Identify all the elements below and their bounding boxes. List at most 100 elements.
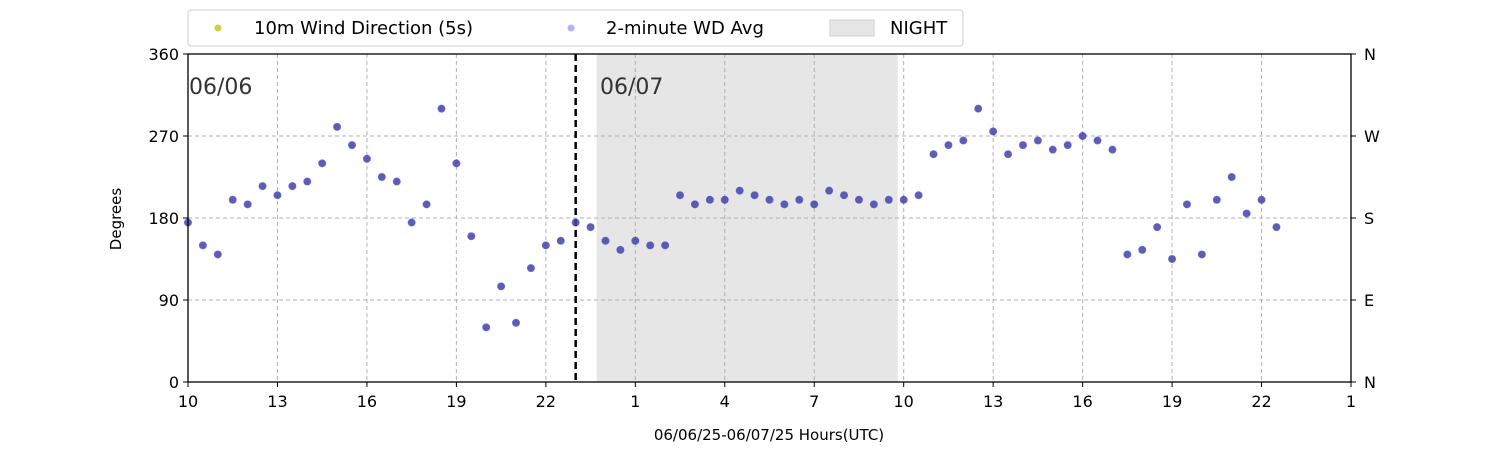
data-point-series-2 bbox=[765, 195, 774, 204]
data-point-series-2 bbox=[884, 195, 893, 204]
y2-tick-label: N bbox=[1364, 45, 1376, 64]
data-point-series-2 bbox=[482, 323, 491, 332]
x-tick-label: 1 bbox=[630, 392, 640, 411]
data-point-series-2 bbox=[1004, 150, 1013, 159]
data-point-series-2 bbox=[1093, 136, 1102, 145]
data-point-series-2 bbox=[1153, 223, 1162, 232]
x-tick-label: 7 bbox=[809, 392, 819, 411]
data-point-series-2 bbox=[869, 200, 878, 209]
legend-marker-wind-direction bbox=[214, 24, 222, 32]
data-point-series-2 bbox=[899, 195, 908, 204]
data-point-series-2 bbox=[512, 318, 521, 327]
data-point-series-2 bbox=[705, 195, 714, 204]
y-axis-label: Degrees bbox=[107, 188, 125, 251]
data-point-series-2 bbox=[631, 236, 640, 245]
data-point-series-2 bbox=[556, 236, 565, 245]
legend: 10m Wind Direction (5s) 2-minute WD Avg … bbox=[187, 9, 964, 47]
data-point-series-2 bbox=[1018, 141, 1027, 150]
data-point-series-2 bbox=[676, 191, 685, 200]
data-point-series-2 bbox=[467, 232, 476, 241]
data-point-series-2 bbox=[407, 218, 416, 227]
y-tick-label: 360 bbox=[148, 45, 179, 64]
data-point-series-2 bbox=[348, 141, 357, 150]
x-tick-label: 13 bbox=[983, 392, 1003, 411]
data-point-series-2 bbox=[273, 191, 282, 200]
data-point-series-2 bbox=[601, 236, 610, 245]
data-point-series-2 bbox=[795, 195, 804, 204]
x-tick-label: 22 bbox=[536, 392, 556, 411]
data-point-series-2 bbox=[243, 200, 252, 209]
x-tick-label: 1 bbox=[1346, 392, 1356, 411]
data-point-series-2 bbox=[1257, 195, 1266, 204]
day-label-2: 06/07 bbox=[600, 75, 663, 100]
y-tick-label: 90 bbox=[159, 291, 179, 310]
data-point-series-2 bbox=[198, 241, 207, 250]
data-point-series-2 bbox=[1197, 250, 1206, 259]
data-point-series-2 bbox=[735, 186, 744, 195]
data-point-series-2 bbox=[1063, 141, 1072, 150]
x-axis-label: 06/06/25-06/07/25 Hours(UTC) bbox=[654, 426, 884, 444]
data-point-series-2 bbox=[646, 241, 655, 250]
y2-tick-label: E bbox=[1364, 291, 1374, 310]
data-point-series-2 bbox=[780, 200, 789, 209]
data-point-series-2 bbox=[1108, 145, 1117, 154]
data-point-series-2 bbox=[318, 159, 327, 168]
x-tick-label: 16 bbox=[1072, 392, 1092, 411]
data-point-series-2 bbox=[1272, 223, 1281, 232]
data-point-series-2 bbox=[810, 200, 819, 209]
data-point-series-2 bbox=[541, 241, 550, 250]
data-point-series-2 bbox=[720, 195, 729, 204]
legend-swatch-night bbox=[829, 19, 875, 37]
legend-frame bbox=[187, 9, 964, 47]
data-point-series-2 bbox=[1242, 209, 1251, 218]
x-tick-label: 13 bbox=[267, 392, 287, 411]
series-layer bbox=[184, 104, 1281, 332]
data-point-series-2 bbox=[526, 264, 535, 273]
x-tick-label: 10 bbox=[178, 392, 198, 411]
data-point-series-2 bbox=[1048, 145, 1057, 154]
data-point-series-2 bbox=[929, 150, 938, 159]
data-point-series-2 bbox=[959, 136, 968, 145]
data-point-series-2 bbox=[258, 182, 267, 191]
data-point-series-2 bbox=[854, 195, 863, 204]
grid-layer bbox=[188, 54, 1351, 382]
x-tick-label: 19 bbox=[1162, 392, 1182, 411]
data-point-series-2 bbox=[437, 104, 446, 113]
data-point-series-2 bbox=[914, 191, 923, 200]
data-point-series-2 bbox=[377, 173, 386, 181]
data-point-series-2 bbox=[944, 141, 953, 150]
y2-tick-label: W bbox=[1364, 127, 1380, 146]
x-tick-label: 19 bbox=[446, 392, 466, 411]
x-tick-label: 10 bbox=[894, 392, 914, 411]
data-point-series-2 bbox=[422, 200, 431, 209]
data-point-series-2 bbox=[571, 218, 580, 227]
data-point-series-2 bbox=[616, 245, 625, 254]
data-point-series-2 bbox=[661, 241, 670, 250]
y-tick-label: 270 bbox=[148, 127, 179, 146]
night-band bbox=[596, 54, 898, 382]
day-label-1: 06/06 bbox=[189, 75, 252, 100]
data-point-series-2 bbox=[586, 223, 595, 232]
data-point-series-2 bbox=[1227, 173, 1236, 181]
x-tick-label: 16 bbox=[357, 392, 377, 411]
y2-tick-label: S bbox=[1364, 209, 1374, 228]
data-point-series-2 bbox=[840, 191, 849, 200]
data-point-series-2 bbox=[825, 186, 834, 195]
data-point-series-2 bbox=[497, 282, 506, 291]
legend-label-wind-direction: 10m Wind Direction (5s) bbox=[254, 18, 473, 39]
data-point-series-2 bbox=[288, 182, 297, 191]
data-point-series-2 bbox=[1168, 255, 1177, 263]
data-point-series-2 bbox=[1123, 250, 1132, 259]
data-point-series-2 bbox=[228, 195, 237, 204]
x-tick-label: 22 bbox=[1251, 392, 1271, 411]
data-point-series-2 bbox=[1033, 136, 1042, 145]
data-point-series-2 bbox=[333, 122, 342, 131]
data-point-series-2 bbox=[303, 177, 312, 186]
legend-label-wd-avg: 2-minute WD Avg bbox=[606, 18, 764, 39]
legend-label-night: NIGHT bbox=[890, 18, 948, 39]
y2-tick-label: N bbox=[1364, 373, 1376, 392]
data-point-series-2 bbox=[213, 250, 222, 259]
data-point-series-2 bbox=[750, 191, 759, 200]
